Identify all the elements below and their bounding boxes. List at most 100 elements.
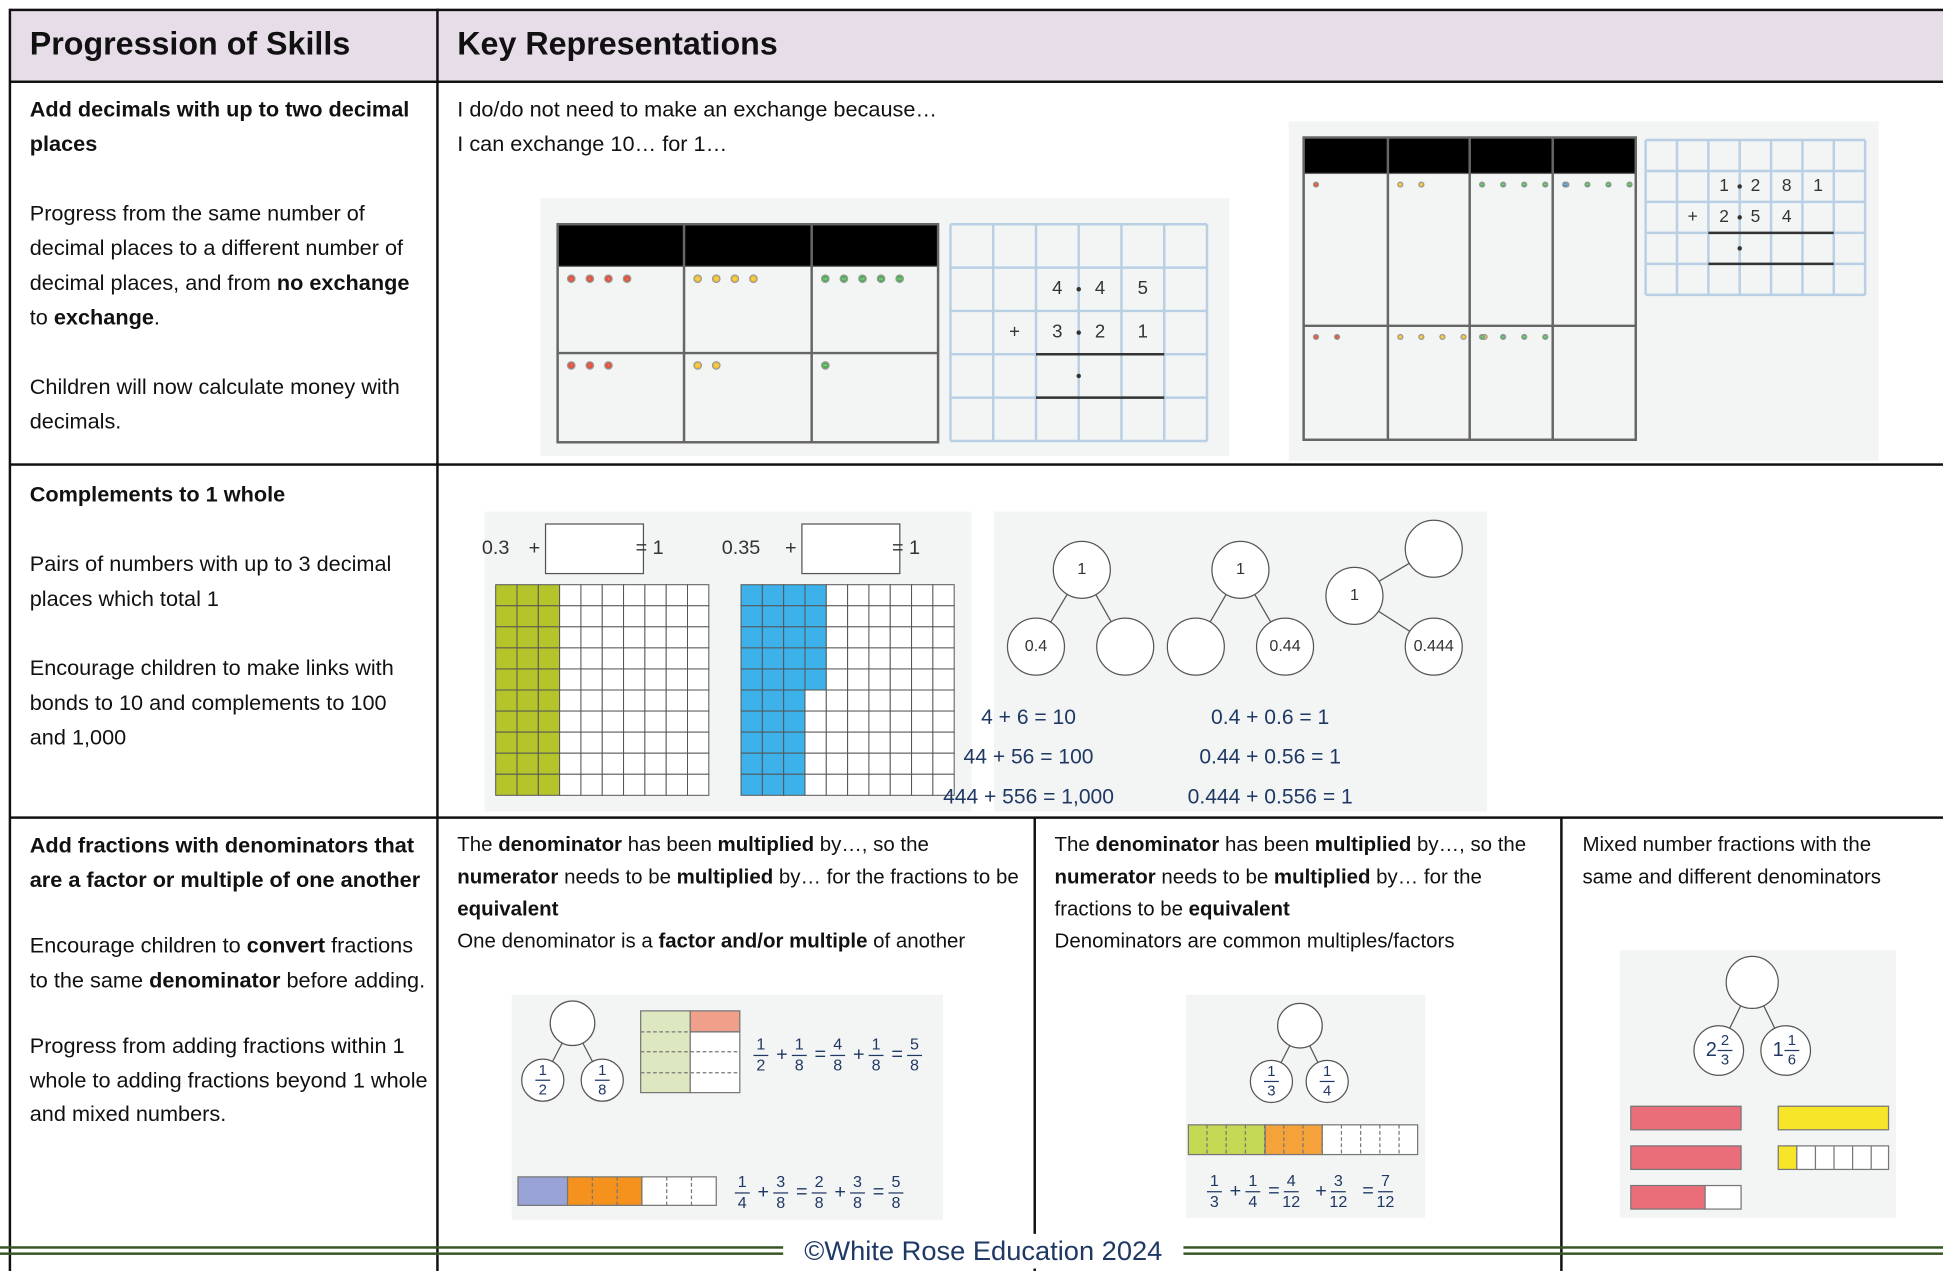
counter — [858, 274, 867, 284]
paragraph: Children will now calculate money with d… — [30, 369, 429, 438]
text-run: Progress from the same number of decimal… — [29, 200, 404, 295]
panel-text: Mixed number fractions with the same and… — [1582, 829, 1923, 893]
counter — [1562, 181, 1569, 188]
counter-label: 0.1 — [1399, 184, 1401, 186]
bond-whole: 1 — [1350, 586, 1359, 604]
frac-den: 12 — [1329, 1193, 1347, 1211]
hundred-cell — [804, 689, 827, 712]
hundred-cell — [847, 584, 870, 607]
hundred-cell — [932, 668, 955, 691]
hundred-cell — [825, 752, 849, 775]
prompt: I can exchange 10… for 1… — [457, 131, 728, 157]
hundred-cell — [601, 626, 625, 649]
hundred-cell — [580, 668, 603, 691]
counter-label: 0.01 — [1523, 184, 1526, 186]
bond-circle — [1255, 617, 1315, 676]
bar-segment — [517, 1176, 569, 1206]
counter — [839, 274, 849, 284]
hundred-cell — [601, 584, 625, 607]
counter — [1542, 181, 1549, 188]
hundred-cell — [740, 647, 763, 670]
hundred-cell — [537, 710, 561, 733]
decimal-point — [1076, 287, 1081, 292]
hundred-cell — [644, 647, 667, 670]
hundred-cell — [911, 710, 934, 733]
hundred-cell — [868, 731, 891, 754]
paragraph: Encourage children to convert fractions … — [30, 929, 429, 997]
text-run: . — [153, 304, 160, 330]
frac-den: 8 — [815, 1194, 824, 1212]
frac-den: 8 — [891, 1194, 900, 1212]
hundred-cell — [601, 668, 625, 691]
bar-value: 0.3 — [482, 537, 510, 559]
hundred-cell — [644, 584, 667, 607]
hundred-cell — [687, 731, 710, 754]
hundred-cell — [911, 605, 934, 628]
counter — [1397, 181, 1404, 188]
skill-cell: Add fractions with denominators that are… — [30, 829, 429, 1132]
text-run: denominator — [498, 833, 623, 857]
frac-num: 1 — [539, 1063, 547, 1079]
frac-den: 8 — [776, 1194, 785, 1212]
hundred-cell — [559, 731, 582, 754]
answer-box — [544, 523, 645, 575]
hundred-cell — [761, 752, 785, 775]
hundred-cell — [537, 605, 561, 628]
hundred-cell — [495, 626, 518, 649]
paragraph: Pairs of numbers with up to 3 decimal pl… — [30, 546, 429, 615]
frac-num: 1 — [738, 1173, 747, 1191]
text-run: Denominators are common multiples/factor… — [1054, 930, 1455, 953]
hundred-cell — [495, 773, 518, 796]
hundred-cell — [580, 710, 603, 733]
text-run: convert — [246, 932, 326, 958]
hundred-cell — [623, 605, 646, 628]
hundred-cell — [783, 668, 806, 691]
hundred-cell — [804, 647, 827, 670]
hundred-cell — [911, 647, 934, 670]
hundred-cell — [495, 584, 518, 607]
hundred-cell — [783, 584, 806, 607]
counter — [730, 274, 740, 284]
pv-frame — [556, 222, 940, 444]
frac-den: 4 — [738, 1194, 747, 1212]
hundred-cell — [644, 752, 667, 775]
hundred-cell — [911, 668, 934, 691]
hundred-cell — [537, 731, 561, 754]
counter — [585, 361, 595, 370]
counter-label: 0.01 — [1502, 184, 1505, 186]
counter — [1418, 333, 1425, 341]
hundred-cell — [601, 689, 625, 712]
frac-num: 1 — [598, 1063, 606, 1079]
hundred-cell — [740, 752, 763, 775]
text-run: by… for the fractions to be — [1054, 865, 1482, 921]
hundred-cell — [665, 773, 689, 796]
text-run: before adding. — [280, 966, 426, 992]
counter-label: 0.01 — [1586, 184, 1589, 186]
counter — [1397, 333, 1404, 341]
hundred-cell — [868, 752, 891, 775]
frac-whole: 2 — [1706, 1039, 1717, 1061]
hundred-cell — [687, 773, 710, 796]
bar-segment — [1630, 1105, 1742, 1131]
hundred-cell — [516, 731, 539, 754]
bond-circle — [1404, 519, 1463, 578]
hundred-cell — [644, 731, 667, 754]
hundred-cell — [889, 773, 913, 796]
hundred-cell — [601, 773, 625, 796]
hundred-cell — [537, 689, 561, 712]
counter — [693, 274, 703, 284]
counter — [1312, 181, 1320, 188]
hundred-cell — [783, 773, 806, 796]
hundred-cell — [623, 773, 646, 796]
counter-label: 1 — [608, 365, 610, 367]
text-run: no exchange — [276, 270, 410, 295]
bond-circle — [1211, 540, 1270, 599]
paragraph: The denominator has been multiplied by…,… — [1055, 829, 1551, 926]
frac-den: 8 — [598, 1082, 606, 1098]
hundred-cell — [825, 584, 849, 607]
eq-op: + — [834, 1181, 846, 1203]
hundred-cell — [580, 731, 603, 754]
operator: + — [1688, 206, 1698, 226]
text-run: factor and/or multiple — [658, 930, 868, 953]
bond-circle — [1725, 955, 1779, 1010]
